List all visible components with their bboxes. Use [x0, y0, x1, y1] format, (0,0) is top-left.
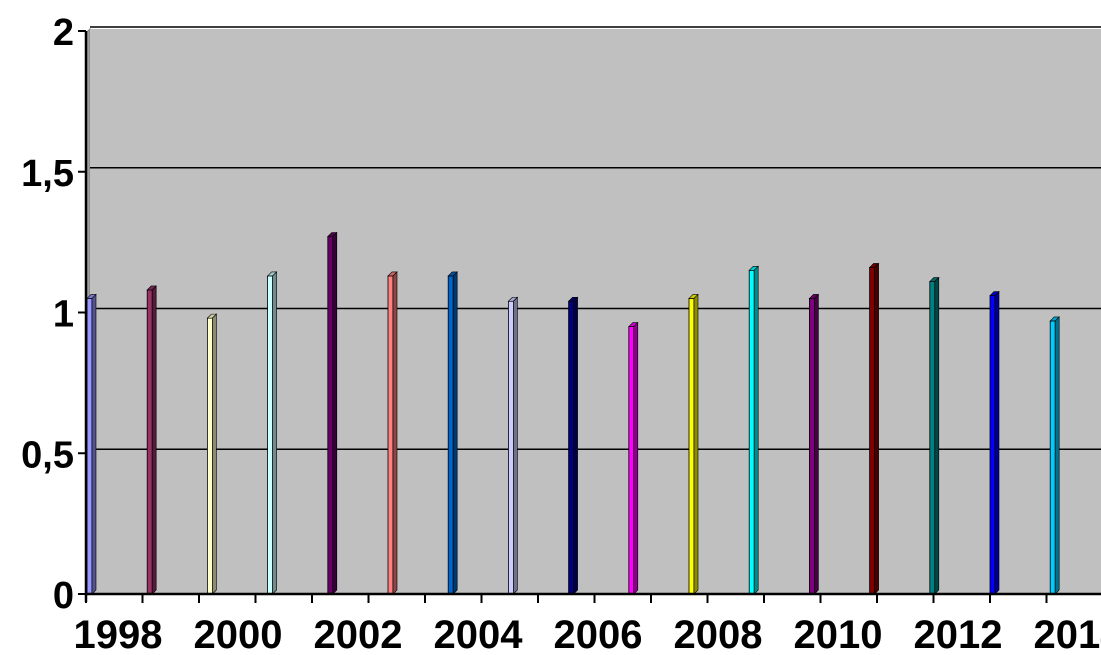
bar-side — [91, 293, 97, 595]
bar-side — [994, 290, 1000, 595]
y-tick-label: 0 — [53, 575, 74, 617]
x-tick-label: 2004 — [434, 613, 524, 655]
y-tick-label: 1,5 — [21, 153, 74, 195]
bar-side — [934, 276, 940, 595]
bar — [327, 236, 334, 595]
plot-area — [85, 26, 1101, 596]
bar — [628, 326, 635, 595]
bar-side — [332, 231, 338, 595]
x-tick-label: 2008 — [674, 613, 763, 655]
bar-side — [1054, 316, 1060, 595]
bar — [206, 317, 213, 595]
bar-side — [693, 293, 699, 595]
y-tick-label: 0,5 — [21, 434, 74, 476]
bar-side — [633, 321, 639, 595]
bar — [809, 298, 815, 595]
bar-side — [753, 265, 759, 595]
bar — [568, 300, 574, 595]
bar — [267, 275, 274, 595]
bar-side — [573, 296, 578, 595]
bar-side — [874, 262, 879, 595]
x-tick-label: 2010 — [794, 613, 883, 655]
bar-side — [513, 296, 518, 595]
x-tick-label: 2000 — [194, 613, 283, 655]
bar — [929, 281, 936, 595]
bar — [447, 275, 454, 595]
bar — [1049, 320, 1056, 595]
y-tick-label: 2 — [53, 12, 74, 54]
bar-side — [814, 293, 819, 595]
bar — [507, 300, 514, 595]
bar — [688, 298, 695, 595]
x-tick-label: 1998 — [74, 613, 163, 655]
x-tick-label: 2014 — [1034, 613, 1101, 655]
bar — [989, 295, 996, 595]
bar-side — [272, 271, 277, 595]
x-tick-label: 2002 — [314, 613, 403, 655]
bar-side — [212, 313, 217, 595]
axes — [78, 30, 1101, 603]
bar-side — [392, 271, 398, 595]
bar — [387, 275, 394, 595]
bar-side — [452, 271, 458, 595]
bar-side — [151, 285, 157, 595]
tick-labels: 0 0,5 1 1,5 2 1998 2000 2002 2004 2006 2008 2010 201… — [21, 12, 1101, 655]
bar — [748, 269, 755, 595]
y-tick-label: 1 — [53, 294, 74, 336]
x-tick-label: 2006 — [554, 613, 643, 655]
plot-background — [90, 29, 1101, 594]
bar — [86, 298, 93, 595]
bar — [869, 267, 875, 595]
x-tick-label: 2012 — [914, 613, 1003, 655]
bars — [86, 231, 1060, 595]
bar — [146, 289, 153, 595]
